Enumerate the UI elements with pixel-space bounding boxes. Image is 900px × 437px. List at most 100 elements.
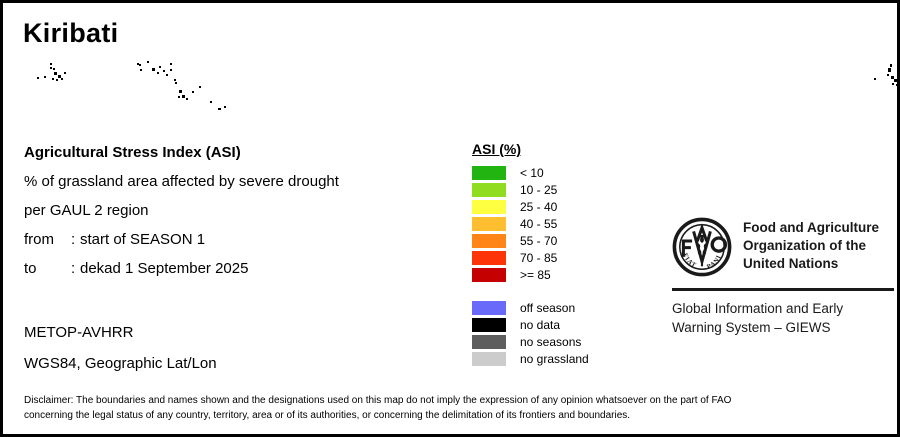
legend-class-label: 40 - 55 (520, 216, 558, 231)
island-shape (61, 78, 63, 80)
fao-logo-icon: FIAT PANIS (670, 212, 732, 277)
island-shape (157, 72, 159, 74)
legend-class-row: < 10 (472, 164, 589, 181)
legend-class-swatch (472, 199, 506, 214)
island-shape (139, 64, 141, 66)
island-shape (56, 79, 58, 81)
description-line-1: % of grassland area affected by severe d… (24, 173, 339, 190)
projection-label: WGS84, Geographic Lat/Lon (24, 355, 217, 372)
legend-class-swatch (472, 233, 506, 248)
legend-class-row: 40 - 55 (472, 215, 589, 232)
legend-status-list: off season no data no seasons no grassland (472, 299, 589, 367)
fao-branding: FIAT PANIS Food and Agriculture Organiza… (670, 212, 894, 337)
page-title: Kiribati (23, 18, 119, 48)
legend-class-label: < 10 (520, 165, 544, 180)
island-shape (50, 67, 52, 69)
island-shape (874, 78, 876, 80)
map-canvas (6, 6, 899, 434)
fao-divider (672, 288, 894, 291)
legend-class-row: 10 - 25 (472, 181, 589, 198)
island-shape (218, 108, 221, 110)
legend-status-label: no data (520, 317, 561, 332)
island-shape (137, 63, 139, 65)
island-shape (178, 96, 180, 98)
legend-status-row: off season (472, 299, 589, 316)
island-shape (44, 76, 46, 78)
island-shape (140, 69, 142, 71)
legend-class-label: 25 - 40 (520, 199, 558, 214)
legend-class-swatch (472, 182, 506, 197)
giews-label: Global Information and Early Warning Sys… (672, 300, 894, 337)
legend-class-swatch (472, 165, 506, 180)
island-shape (897, 87, 899, 89)
fao-header: FIAT PANIS Food and Agriculture Organiza… (670, 212, 894, 277)
legend-status-label: no seasons (520, 334, 582, 349)
legend-status-swatch (472, 334, 506, 349)
giews-line-1: Global Information and Early (672, 301, 844, 316)
period-to-value: dekad 1 September 2025 (80, 260, 249, 277)
island-shape (166, 74, 168, 76)
legend-class-row: 70 - 85 (472, 249, 589, 266)
legend-class-label: 70 - 85 (520, 250, 558, 265)
island-shape (53, 68, 55, 70)
disclaimer-line-1: Disclaimer: The boundaries and names sho… (24, 395, 732, 406)
island-shape (894, 79, 897, 82)
island-shape (159, 66, 161, 68)
legend-class-label: 10 - 25 (520, 182, 558, 197)
island-shape (179, 90, 182, 93)
island-shape (170, 69, 172, 71)
legend: ASI (%) < 10 10 - 25 25 - 40 40 - 55 55 - 70… (472, 141, 589, 367)
legend-class-row: 25 - 40 (472, 198, 589, 215)
disclaimer-line-2: concerning the legal status of any count… (24, 409, 631, 421)
island-shape (887, 74, 889, 76)
island-shape (890, 64, 892, 67)
island-shape (170, 63, 172, 65)
period-to-label: to (24, 260, 37, 277)
legend-status-row: no seasons (472, 333, 589, 350)
island-shape (54, 72, 57, 75)
period-to-separator: : (71, 260, 76, 277)
disclaimer: Disclaimer: The boundaries and names sho… (24, 394, 884, 423)
legend-spacer (472, 283, 589, 299)
fao-organization-name: Food and Agriculture Organization of the… (743, 217, 879, 274)
island-shape (58, 75, 61, 78)
island-shape (52, 78, 54, 80)
legend-status-swatch (472, 317, 506, 332)
legend-status-swatch (472, 351, 506, 366)
legend-class-label: 55 - 70 (520, 233, 558, 248)
legend-title: ASI (%) (472, 141, 521, 157)
fao-name-line-3: United Nations (743, 256, 839, 272)
island-shape (192, 91, 194, 93)
island-shape (37, 77, 39, 79)
description-line-2: per GAUL 2 region (24, 202, 149, 219)
legend-status-swatch (472, 300, 506, 315)
island-shape (224, 106, 226, 108)
island-shape (64, 72, 66, 74)
island-shape (182, 95, 185, 98)
giews-line-2: Warning System – GIEWS (672, 319, 831, 335)
island-shape (892, 83, 894, 85)
island-shape (174, 79, 176, 81)
period-to-row: to: dekad 1 September 2025 (24, 261, 444, 276)
period-from-value: start of SEASON 1 (80, 231, 206, 248)
source-block: METOP-AVHRR WGS84, Geographic Lat/Lon (24, 325, 217, 387)
legend-status-row: no grassland (472, 350, 589, 367)
island-shape (163, 70, 165, 72)
legend-class-label: >= 85 (520, 267, 551, 282)
period-from-separator: : (71, 231, 76, 248)
island-shape (147, 61, 149, 63)
island-shape (896, 84, 897, 86)
island-shape (210, 101, 212, 103)
legend-status-row: no data (472, 316, 589, 333)
legend-class-list: < 10 10 - 25 25 - 40 40 - 55 55 - 70 70 - 85 >… (472, 164, 589, 283)
legend-class-swatch (472, 267, 506, 282)
legend-status-label: no grassland (520, 351, 589, 366)
island-shape (152, 68, 155, 71)
island-shape (888, 68, 891, 72)
legend-class-row: 55 - 70 (472, 232, 589, 249)
fao-name-line-1: Food and Agriculture (743, 220, 879, 235)
island-shape (50, 63, 52, 65)
legend-class-swatch (472, 216, 506, 231)
island-shape (199, 86, 201, 88)
island-shape (175, 82, 177, 84)
